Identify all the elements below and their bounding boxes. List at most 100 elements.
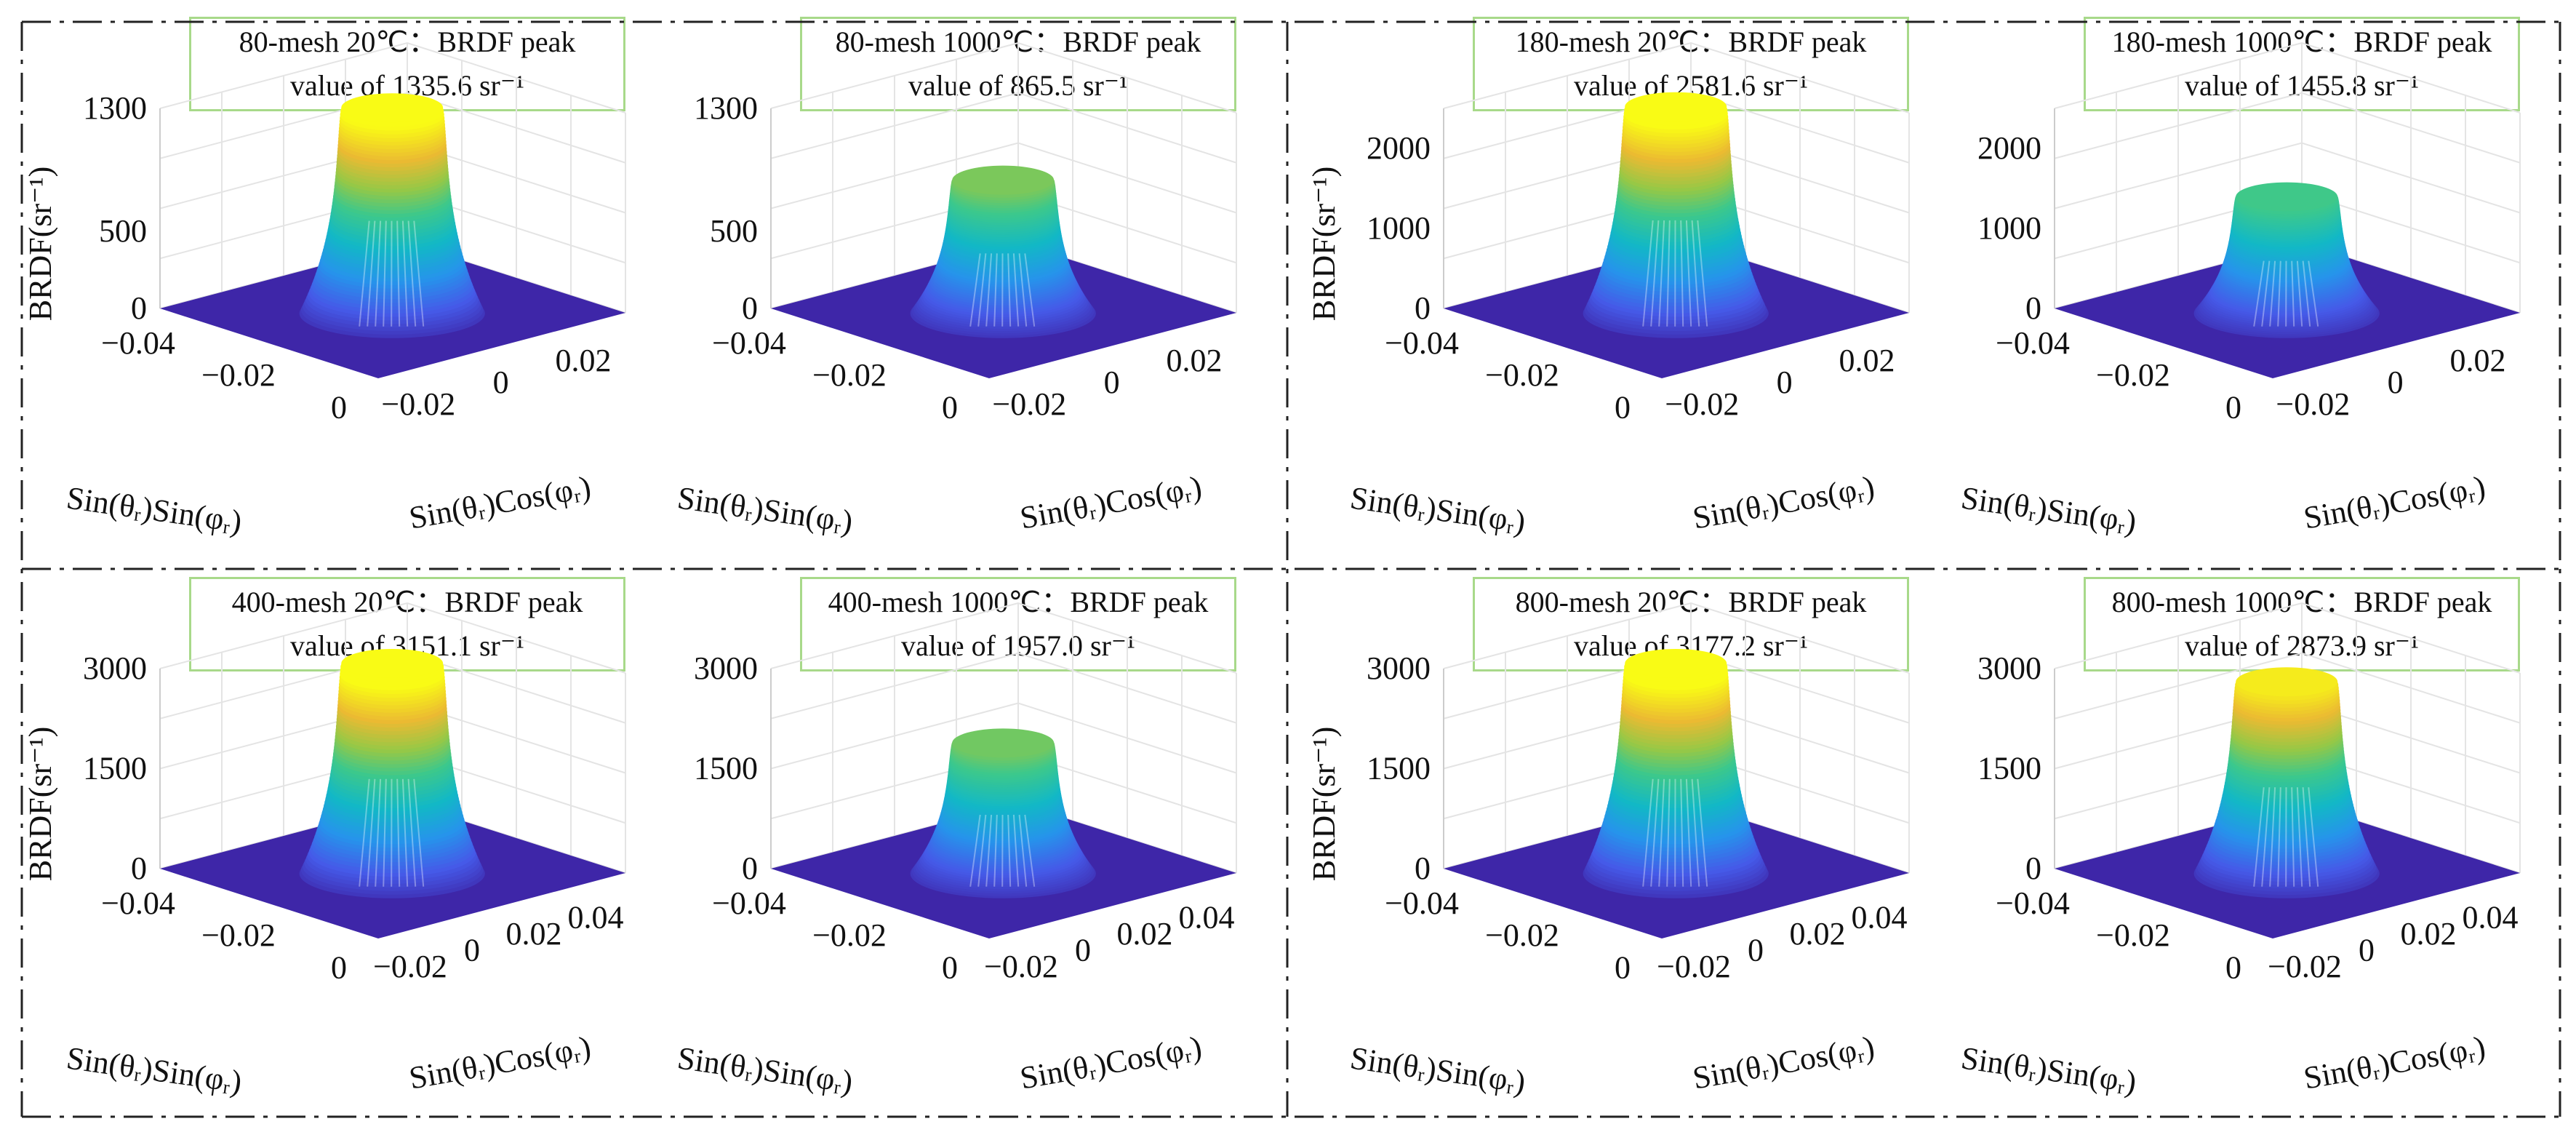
surface-streak: [359, 778, 370, 887]
surface-streak: [2296, 260, 2303, 327]
z-tick-label: 1000: [1367, 210, 1431, 246]
surface-slice: [341, 93, 444, 123]
surface-peak: [299, 648, 485, 898]
surface-streak: [407, 220, 417, 327]
surface-streak: [2269, 260, 2276, 327]
surface-streak: [1685, 220, 1692, 327]
subplot-1: 80-mesh 20℃：BRDF peak value of 1335.6 sr⁻…: [15, 11, 655, 564]
surface-streak: [1685, 778, 1692, 887]
surface-streak: [993, 253, 998, 327]
surface-peak: [910, 165, 1096, 338]
surface-peak: [2193, 182, 2380, 338]
surface-streak: [2302, 787, 2311, 887]
surface-streak: [367, 220, 376, 327]
surface-streak: [985, 814, 993, 887]
x-tick-label: 0: [331, 949, 347, 985]
x-tick-label: −0.02: [201, 917, 276, 953]
surface-streak: [1650, 220, 1660, 327]
surface-peak: [910, 728, 1096, 898]
surface-streak: [396, 778, 401, 887]
y-tick-label: 0: [2359, 933, 2375, 968]
y-tick-label: 0: [1075, 933, 1091, 968]
x-tick-label: 0: [2225, 949, 2241, 985]
surface-streak: [1691, 778, 1700, 887]
x-tick-label: 0: [331, 389, 347, 425]
z-tick-label: 2000: [1977, 130, 2041, 166]
surface-streak: [977, 253, 987, 327]
y-tick-label: 0: [1777, 364, 1793, 400]
surface-streak: [1697, 778, 1708, 887]
y-tick-label: 0.02: [556, 343, 612, 378]
surface-streak: [359, 220, 370, 327]
surface-plot: 0 1500 3000 0 −0.02 −0.04 −0.02 0 0.02 0.04 BRDF(s…: [1306, 602, 1910, 1100]
x-tick-label: 0: [942, 389, 958, 425]
surface-streak: [2296, 787, 2303, 887]
subplot-6: 400-mesh 1000℃：BRDF peak value of 1957.0 …: [625, 571, 1265, 1124]
surface-slice: [2236, 182, 2338, 212]
surface-streak: [383, 778, 387, 887]
x-tick-label: −0.02: [1485, 917, 1559, 953]
surface-plot: 0 1500 3000 0 −0.02 −0.04 −0.02 0 0.02 0.04 BRDF(s…: [23, 602, 626, 1100]
surface-plot: 050013000−0.02−0.04−0.0200.02Sin(θᵣ)Sin(…: [675, 41, 1237, 540]
y-tick-label: −0.02: [2268, 949, 2342, 984]
y-tick-label: 0: [493, 364, 509, 400]
surface-streak: [396, 220, 401, 327]
surface-streak: [2291, 787, 2295, 887]
surface-plot: 050013000−0.02−0.04−0.0200.02BRDF(sr⁻¹)S…: [23, 41, 626, 540]
surface-peak: [1583, 648, 1769, 898]
surface-streak: [1666, 220, 1671, 327]
surface-streak: [401, 220, 409, 327]
x-tick-label: −0.04: [101, 325, 175, 361]
y-tick-label: 0: [1748, 933, 1764, 968]
surface-streak: [1018, 253, 1028, 327]
surface-streak: [1007, 814, 1012, 887]
surface-streak: [2269, 787, 2276, 887]
subplot-3: 180-mesh 20℃：BRDF peak value of 2581.6 sr…: [1298, 11, 1938, 564]
x-tick-label: 0: [2225, 389, 2241, 425]
z-tick-label: 0: [131, 290, 147, 326]
z-tick-label: 0: [2025, 850, 2041, 886]
z-tick-label: 2000: [1367, 130, 1431, 166]
surface-streak: [2261, 260, 2271, 327]
subplot-8: 800-mesh 1000℃：BRDF peak value of 2873.9 …: [1909, 571, 2549, 1124]
surface-streak: [367, 778, 376, 887]
subplot-title: 80-mesh 1000℃：BRDF peak value of 865.5 sr…: [800, 17, 1236, 111]
surface-streak: [1680, 220, 1684, 327]
surface-streak: [1012, 814, 1020, 887]
z-tick-label: 0: [1415, 850, 1431, 886]
surface-streak: [993, 814, 998, 887]
surface-plot: 0100020000−0.02−0.04−0.0200.02Sin(θᵣ)Sin…: [1959, 41, 2521, 540]
surface-streak: [1642, 778, 1654, 887]
surface-streak: [1007, 253, 1012, 327]
surface-streak: [2308, 260, 2319, 327]
surface-streak: [413, 778, 425, 887]
z-tick-label: 3000: [1977, 650, 2041, 686]
surface-streak: [1680, 778, 1684, 887]
surface-streak: [2308, 787, 2319, 887]
surface-streak: [401, 778, 409, 887]
y-tick-label: 0.04: [568, 900, 624, 936]
z-tick-label: 0: [742, 850, 758, 886]
surface-streak: [985, 253, 993, 327]
x-tick-label: −0.02: [812, 357, 887, 393]
surface-streak: [1012, 253, 1020, 327]
y-tick-label: −0.02: [373, 949, 447, 984]
y-tick-label: −0.02: [1665, 386, 1739, 422]
z-tick-label: 0: [742, 290, 758, 326]
z-tick-label: 3000: [83, 650, 147, 686]
y-tick-label: 0.02: [1117, 916, 1173, 952]
surface-streak: [2277, 787, 2281, 887]
z-tick-label: 1500: [83, 751, 147, 786]
subplot-4: 180-mesh 1000℃：BRDF peak value of 1455.8 …: [1909, 11, 2549, 564]
y-tick-label: 0.02: [1839, 343, 1895, 378]
y-tick-label: 0.02: [2450, 343, 2506, 378]
y-tick-label: −0.02: [381, 386, 455, 422]
x-tick-label: −0.04: [1385, 885, 1459, 921]
x-tick-label: −0.02: [2096, 357, 2170, 393]
z-tick-label: 1500: [694, 751, 758, 786]
surface-streak: [2291, 260, 2295, 327]
surface-slice: [952, 165, 1055, 195]
